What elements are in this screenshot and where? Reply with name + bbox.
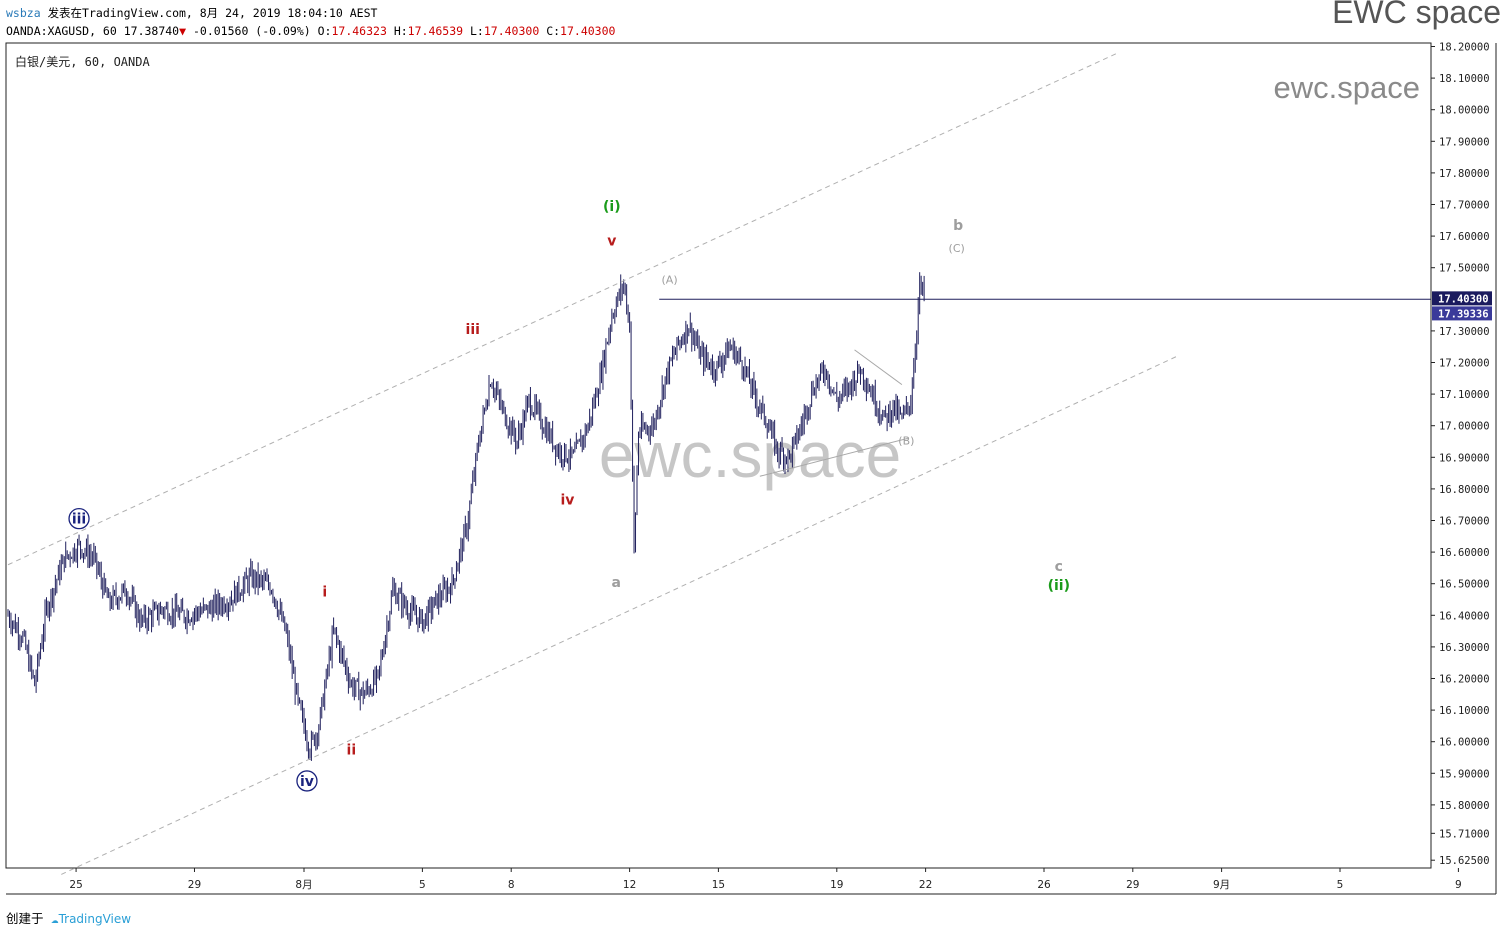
y-tick-label: 16.20000 bbox=[1439, 674, 1490, 686]
open-label: O: bbox=[317, 24, 332, 38]
wave-label: iv bbox=[560, 493, 574, 509]
wave-label: v bbox=[607, 234, 616, 250]
wave-label: c bbox=[1055, 559, 1063, 575]
wave-label: a bbox=[612, 575, 621, 591]
wave-label: iv bbox=[300, 774, 314, 790]
y-tick-label: 18.20000 bbox=[1439, 42, 1490, 54]
x-tick-label: 8 bbox=[508, 879, 515, 891]
watermark-big: ewc.space bbox=[599, 419, 901, 491]
y-tick-label: 16.10000 bbox=[1439, 705, 1490, 717]
x-tick-label: 5 bbox=[1337, 879, 1344, 891]
tradingview-link[interactable]: TradingView bbox=[58, 912, 132, 926]
down-arrow-icon: ▼ bbox=[179, 24, 187, 38]
x-tick-label: 22 bbox=[919, 879, 932, 891]
wave-label: (A) bbox=[662, 274, 678, 287]
y-tick-label: 17.70000 bbox=[1439, 200, 1490, 212]
close-value: 17.40300 bbox=[560, 24, 616, 38]
brand-watermark: EWC space bbox=[1332, 0, 1501, 30]
x-tick-label: 26 bbox=[1037, 879, 1051, 891]
x-tick-label: 5 bbox=[419, 879, 426, 891]
y-tick-label: 17.90000 bbox=[1439, 136, 1490, 148]
channel-line bbox=[7, 52, 1119, 566]
low-label: L: bbox=[470, 24, 484, 38]
y-tick-label: 16.40000 bbox=[1439, 610, 1490, 622]
triangle-line bbox=[759, 437, 908, 477]
tradingview-logo-icon: ☁ bbox=[51, 911, 59, 926]
published-text: 发表在TradingView.com, 8月 24, 2019 18:04:10… bbox=[47, 6, 378, 20]
footer: 创建于 ☁TradingView bbox=[6, 908, 131, 927]
wave-circle bbox=[296, 770, 318, 792]
low-value: 17.40300 bbox=[483, 24, 540, 38]
x-tick-label: 29 bbox=[188, 879, 201, 891]
wave-label: iii bbox=[72, 512, 86, 528]
open-value: 17.46323 bbox=[331, 24, 387, 38]
watermark-small: ewc.space bbox=[1274, 70, 1420, 105]
wave-label: iii bbox=[466, 322, 480, 338]
wave-label: (i) bbox=[603, 199, 621, 215]
y-tick-label: 15.90000 bbox=[1439, 768, 1490, 780]
x-tick-label: 25 bbox=[69, 879, 82, 891]
y-tick-label: 15.62500 bbox=[1439, 855, 1490, 867]
candle-series bbox=[7, 272, 925, 761]
symbol-info: OANDA:XAGUSD, 60 17.38740▼ -0.01560 (-0.… bbox=[6, 24, 615, 38]
y-tick-label: 17.30000 bbox=[1439, 326, 1490, 338]
y-tick-label: 17.60000 bbox=[1439, 231, 1490, 243]
high-label: H: bbox=[393, 24, 408, 38]
wave-label: (B) bbox=[898, 435, 914, 448]
x-tick-label: 12 bbox=[623, 879, 636, 891]
y-tick-label: 15.80000 bbox=[1439, 800, 1490, 812]
y-tick-label: 15.71000 bbox=[1439, 828, 1490, 840]
wave-label: (ii) bbox=[1048, 578, 1070, 594]
close-label: C: bbox=[546, 24, 561, 38]
y-tick-label: 16.50000 bbox=[1439, 579, 1490, 591]
wave-label: i bbox=[322, 584, 327, 600]
channel-line bbox=[61, 355, 1178, 875]
symbol-text: OANDA:XAGUSD, 60 bbox=[6, 24, 117, 38]
x-tick-label: 29 bbox=[1126, 879, 1139, 891]
x-tick-label: 15 bbox=[712, 879, 725, 891]
y-tick-label: 17.10000 bbox=[1439, 389, 1490, 401]
y-tick-label: 16.00000 bbox=[1439, 737, 1490, 749]
price-badge bbox=[1432, 306, 1492, 321]
y-tick-label: 18.10000 bbox=[1439, 73, 1490, 85]
wave-label: ii bbox=[347, 742, 357, 758]
chart-legend: 白银/美元, 60, OANDA bbox=[15, 54, 150, 69]
price-badge-label: 17.40300 bbox=[1438, 293, 1489, 305]
price-badge bbox=[1432, 291, 1492, 306]
price-change: -0.01560 (-0.09%) bbox=[192, 24, 311, 38]
price-badge-label: 17.39336 bbox=[1438, 308, 1489, 320]
x-tick-label: 8月 bbox=[295, 879, 312, 891]
y-tick-label: 16.90000 bbox=[1439, 452, 1490, 464]
y-tick-label: 17.50000 bbox=[1439, 263, 1490, 275]
wave-label: b bbox=[953, 218, 963, 234]
author-link[interactable]: wsbza bbox=[6, 6, 41, 20]
x-tick-label: 19 bbox=[830, 879, 843, 891]
x-tick-label: 9月 bbox=[1213, 879, 1230, 891]
y-tick-label: 17.20000 bbox=[1439, 358, 1490, 370]
wave-circle bbox=[68, 508, 90, 530]
y-tick-label: 16.70000 bbox=[1439, 516, 1490, 528]
last-price: 17.38740 bbox=[123, 24, 180, 38]
y-tick-label: 18.00000 bbox=[1439, 105, 1490, 117]
y-tick-label: 17.00000 bbox=[1439, 421, 1490, 433]
high-value: 17.46539 bbox=[407, 24, 464, 38]
y-tick-label: 16.30000 bbox=[1439, 642, 1490, 654]
wave-label: (C) bbox=[949, 242, 965, 255]
created-by-label: 创建于 bbox=[6, 911, 44, 926]
y-tick-label: 16.80000 bbox=[1439, 484, 1490, 496]
x-tick-label: 9 bbox=[1455, 879, 1462, 891]
publish-info: wsbza 发表在TradingView.com, 8月 24, 2019 18… bbox=[6, 5, 377, 21]
triangle-line bbox=[854, 349, 903, 386]
y-tick-label: 16.60000 bbox=[1439, 547, 1490, 559]
y-tick-label: 17.80000 bbox=[1439, 168, 1490, 180]
